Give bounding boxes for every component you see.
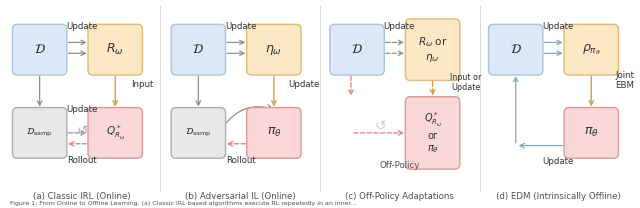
Text: Joint
EBM: Joint EBM bbox=[615, 71, 634, 90]
Text: Update: Update bbox=[383, 22, 415, 31]
Text: Figure 1: From Online to Offline Learning. (a) Classic IRL-based algorithms exec: Figure 1: From Online to Offline Learnin… bbox=[10, 201, 356, 206]
FancyBboxPatch shape bbox=[12, 24, 67, 75]
FancyBboxPatch shape bbox=[88, 24, 143, 75]
Text: $Q^*_{R_\omega}$: $Q^*_{R_\omega}$ bbox=[106, 124, 125, 142]
FancyBboxPatch shape bbox=[405, 19, 460, 80]
Text: Update: Update bbox=[542, 22, 573, 31]
Text: $\pi_\theta$: $\pi_\theta$ bbox=[266, 126, 281, 139]
Text: $\circlearrowleft$: $\circlearrowleft$ bbox=[74, 124, 90, 138]
Text: $\circlearrowleft$: $\circlearrowleft$ bbox=[372, 119, 387, 133]
Text: Update: Update bbox=[289, 79, 320, 89]
Text: $\mathcal{D}$: $\mathcal{D}$ bbox=[193, 43, 204, 56]
Text: $Q^*_{R_\omega}$
or
$\pi_\theta$: $Q^*_{R_\omega}$ or $\pi_\theta$ bbox=[424, 111, 442, 155]
Text: Input or
Update: Input or Update bbox=[450, 73, 481, 92]
Text: Update: Update bbox=[67, 22, 98, 31]
Text: Rollout: Rollout bbox=[226, 156, 255, 165]
Text: (d) EDM (Intrinsically Offline): (d) EDM (Intrinsically Offline) bbox=[495, 192, 620, 201]
Text: $\mathcal{D}$: $\mathcal{D}$ bbox=[510, 43, 522, 56]
FancyBboxPatch shape bbox=[171, 24, 225, 75]
Text: $\eta_\omega$: $\eta_\omega$ bbox=[266, 43, 282, 57]
FancyBboxPatch shape bbox=[246, 108, 301, 158]
FancyBboxPatch shape bbox=[564, 108, 618, 158]
Text: Off-Policy: Off-Policy bbox=[379, 161, 420, 170]
Text: $\pi_\theta$: $\pi_\theta$ bbox=[584, 126, 598, 139]
Text: Update: Update bbox=[225, 22, 257, 31]
Text: Input: Input bbox=[131, 79, 154, 89]
Text: $\mathcal{D}_{\mathrm{samp}}$: $\mathcal{D}_{\mathrm{samp}}$ bbox=[185, 127, 211, 139]
Text: $\mathcal{D}$: $\mathcal{D}$ bbox=[351, 43, 363, 56]
FancyBboxPatch shape bbox=[405, 97, 460, 169]
FancyBboxPatch shape bbox=[564, 24, 618, 75]
Text: (a) Classic IRL (Online): (a) Classic IRL (Online) bbox=[33, 192, 131, 201]
FancyBboxPatch shape bbox=[171, 108, 225, 158]
Text: Rollout: Rollout bbox=[67, 156, 97, 165]
Text: Update: Update bbox=[542, 157, 573, 166]
Text: $\mathcal{D}$: $\mathcal{D}$ bbox=[34, 43, 45, 56]
FancyBboxPatch shape bbox=[88, 108, 143, 158]
Text: $R_\omega$: $R_\omega$ bbox=[106, 42, 124, 57]
Text: $R_\omega$ or
$\eta_\omega$: $R_\omega$ or $\eta_\omega$ bbox=[418, 36, 447, 64]
FancyBboxPatch shape bbox=[488, 24, 543, 75]
Text: $\rho_{\pi_\theta}$: $\rho_{\pi_\theta}$ bbox=[582, 42, 601, 57]
Text: Update: Update bbox=[67, 105, 98, 114]
Text: (b) Adversarial IL (Online): (b) Adversarial IL (Online) bbox=[186, 192, 296, 201]
FancyBboxPatch shape bbox=[12, 108, 67, 158]
Text: $\mathcal{D}_{\mathrm{samp}}$: $\mathcal{D}_{\mathrm{samp}}$ bbox=[26, 127, 53, 139]
Text: (c) Off-Policy Adaptations: (c) Off-Policy Adaptations bbox=[345, 192, 454, 201]
FancyBboxPatch shape bbox=[330, 24, 384, 75]
FancyBboxPatch shape bbox=[246, 24, 301, 75]
